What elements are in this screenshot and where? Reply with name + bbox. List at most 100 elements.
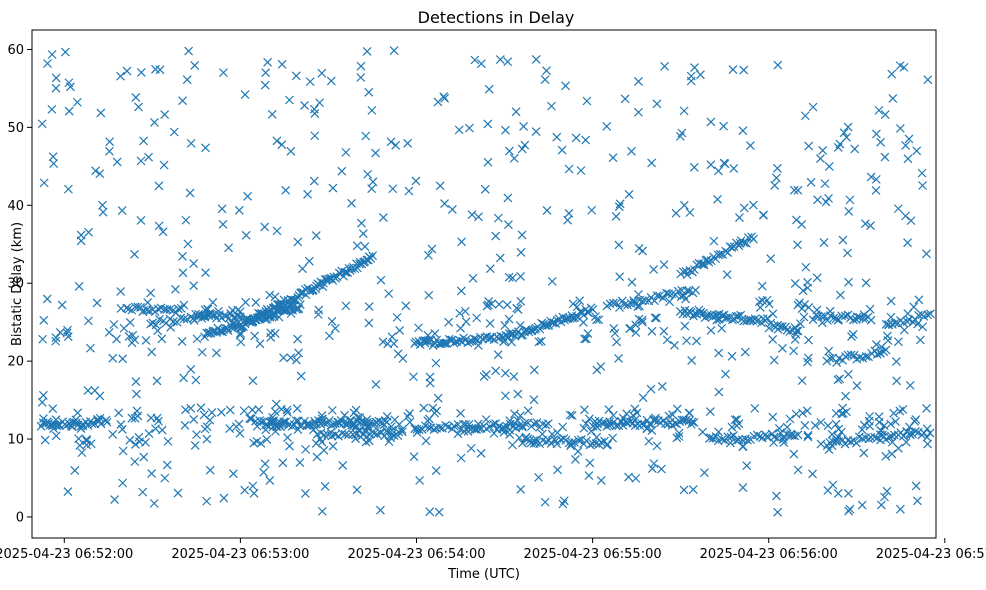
- detection-point: [309, 104, 319, 114]
- detection-point: [669, 340, 679, 350]
- detection-point: [188, 314, 198, 323]
- detection-point: [251, 298, 261, 307]
- detection-point: [424, 414, 434, 424]
- detection-point: [706, 160, 716, 170]
- detection-point: [501, 125, 510, 135]
- detection-point: [382, 426, 392, 436]
- detection-point: [68, 418, 78, 428]
- detection-point: [634, 77, 643, 86]
- detection-point: [657, 381, 667, 391]
- detection-point: [762, 313, 772, 323]
- detection-point: [87, 419, 97, 429]
- detection-point: [771, 173, 781, 183]
- detection-point: [98, 200, 107, 210]
- detection-point: [130, 413, 140, 423]
- detection-point: [553, 465, 562, 475]
- detection-point: [90, 386, 100, 395]
- detection-point: [735, 238, 745, 248]
- detection-point: [922, 424, 932, 434]
- detection-point: [513, 305, 523, 314]
- detection-point: [689, 418, 699, 427]
- detection-point: [311, 231, 321, 241]
- detection-point: [876, 435, 885, 445]
- detection-point: [516, 411, 525, 421]
- detection-point: [603, 440, 612, 449]
- detection-point: [652, 441, 662, 451]
- x-tick-label: 2025-04-23 06:57:00: [876, 547, 986, 562]
- detection-point: [821, 197, 831, 207]
- detection-point: [846, 437, 856, 447]
- detection-point: [152, 413, 162, 423]
- detection-point: [340, 429, 350, 439]
- detection-point: [620, 300, 629, 310]
- detection-point: [812, 305, 822, 315]
- detection-point: [624, 472, 633, 482]
- detection-point: [70, 466, 80, 475]
- detection-point: [880, 110, 890, 120]
- detection-point: [843, 369, 853, 379]
- detection-point: [351, 434, 360, 444]
- detection-point: [489, 428, 499, 438]
- detection-point: [727, 422, 737, 432]
- detection-point: [464, 123, 474, 133]
- detection-point: [682, 336, 692, 346]
- detection-point: [635, 301, 645, 311]
- detection-point: [134, 102, 143, 112]
- detection-point: [516, 271, 526, 281]
- detection-point: [96, 108, 106, 118]
- detection-point: [464, 420, 474, 429]
- detection-point: [706, 326, 716, 335]
- detection-point: [802, 406, 812, 416]
- detection-point: [453, 429, 463, 439]
- detection-point: [866, 315, 876, 325]
- detection-point: [206, 310, 216, 319]
- detection-point: [659, 260, 669, 270]
- detection-point: [565, 410, 575, 420]
- detection-point: [876, 500, 886, 510]
- detection-point: [228, 469, 238, 479]
- detection-point: [723, 313, 733, 323]
- detection-point: [882, 331, 892, 341]
- detection-point: [717, 434, 727, 444]
- detection-point: [511, 107, 521, 117]
- detection-point: [197, 347, 207, 357]
- detection-point: [150, 118, 159, 127]
- detection-point: [540, 75, 550, 85]
- detection-point: [692, 309, 702, 319]
- detection-point: [285, 441, 294, 451]
- detection-point: [474, 212, 483, 222]
- detection-point: [825, 353, 835, 363]
- detection-point: [60, 47, 70, 57]
- detection-point: [37, 397, 47, 407]
- detection-point: [915, 335, 925, 345]
- detection-point: [388, 184, 398, 194]
- detection-point: [51, 83, 61, 93]
- detection-point: [225, 424, 235, 433]
- detection-point: [874, 412, 884, 422]
- detection-point: [432, 406, 442, 416]
- detection-point: [620, 94, 630, 104]
- detection-point: [519, 122, 529, 131]
- detection-point: [923, 439, 933, 449]
- detection-point: [304, 256, 314, 266]
- detection-point: [144, 429, 154, 438]
- detection-point: [63, 184, 73, 194]
- detection-point: [184, 46, 194, 56]
- detection-point: [295, 300, 305, 310]
- detection-point: [833, 375, 843, 385]
- detection-point: [670, 418, 680, 428]
- detection-point: [849, 350, 859, 360]
- detection-point: [709, 236, 719, 246]
- detection-point: [384, 289, 394, 299]
- detection-point: [652, 313, 661, 323]
- detection-point: [315, 98, 325, 108]
- detection-point: [118, 478, 128, 488]
- detection-point: [274, 312, 284, 322]
- detection-point: [754, 297, 764, 307]
- detection-point: [584, 308, 593, 318]
- detection-point: [871, 129, 881, 139]
- detection-point: [720, 159, 730, 169]
- detection-point: [260, 222, 270, 232]
- detection-point: [305, 285, 315, 295]
- detection-point: [419, 403, 429, 413]
